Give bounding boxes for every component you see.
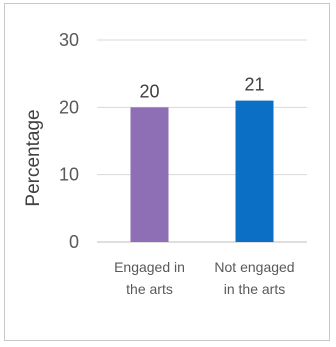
x-tick-label: in the arts xyxy=(224,281,285,297)
y-tick-label: 20 xyxy=(59,97,79,117)
bar-1 xyxy=(130,107,169,242)
x-tick-label: the arts xyxy=(126,281,173,297)
y-tick-label: 30 xyxy=(59,30,79,50)
data-labels: 20 21 xyxy=(139,75,264,102)
y-axis-label: Percentage xyxy=(23,109,44,206)
data-label: 20 xyxy=(139,81,159,101)
gridlines xyxy=(97,39,307,243)
bars xyxy=(130,100,274,242)
data-label: 21 xyxy=(244,75,264,95)
y-tick-label: 0 xyxy=(69,232,79,252)
x-tick-labels: Engaged in the arts Not engaged in the arts xyxy=(114,259,295,297)
x-tick-label: Engaged in xyxy=(114,259,185,275)
y-tick-labels: 0 10 20 30 xyxy=(59,30,79,252)
x-tick-label: Not engaged xyxy=(214,259,294,275)
bar-2 xyxy=(235,100,274,242)
y-tick-label: 10 xyxy=(59,165,79,185)
chart-frame: 0 10 20 30 Percentage 20 21 Engaged in the ar… xyxy=(4,3,330,341)
